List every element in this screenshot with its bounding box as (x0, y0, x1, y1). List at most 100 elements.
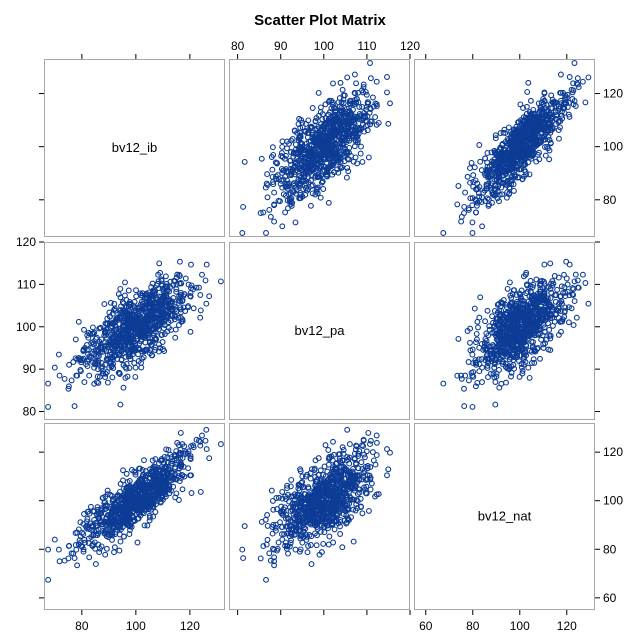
data-point (171, 316, 178, 323)
data-point (150, 338, 156, 345)
data-point (126, 531, 133, 538)
data-point (329, 171, 336, 178)
data-point (279, 223, 286, 230)
data-point (313, 186, 320, 193)
data-point (132, 471, 139, 478)
data-point (537, 355, 543, 362)
data-point (274, 160, 280, 167)
data-point (512, 327, 519, 334)
data-point (117, 285, 124, 292)
data-point (549, 322, 556, 329)
data-point (511, 365, 518, 372)
data-point (104, 321, 111, 327)
data-point (196, 437, 202, 444)
data-point (536, 134, 543, 141)
data-point (89, 330, 96, 337)
data-point (522, 271, 529, 278)
data-point (307, 202, 314, 209)
data-point (484, 185, 491, 192)
data-point (149, 306, 156, 313)
data-point (102, 503, 109, 510)
data-point (51, 536, 58, 543)
data-point (496, 384, 503, 391)
data-point (177, 429, 184, 436)
data-point (346, 121, 353, 128)
data-point (564, 288, 571, 295)
data-point (137, 327, 144, 334)
data-point (240, 203, 247, 210)
data-point (271, 189, 278, 196)
data-point (80, 548, 87, 555)
data-point (312, 117, 319, 124)
data-point (172, 465, 178, 472)
data-point (163, 288, 170, 295)
data-point (199, 432, 205, 439)
data-point (133, 287, 139, 294)
data-point (107, 491, 114, 498)
data-point (574, 81, 581, 88)
data-point (175, 442, 182, 449)
data-point (566, 261, 573, 268)
data-point (156, 473, 162, 480)
data-point (146, 492, 153, 499)
data-point (566, 74, 573, 80)
data-point (545, 346, 552, 353)
data-point (95, 541, 102, 548)
data-point (55, 351, 62, 358)
data-point (524, 282, 531, 289)
data-point (479, 364, 486, 371)
data-point (87, 503, 94, 510)
data-point (278, 165, 285, 172)
data-point (188, 261, 194, 268)
data-point (536, 116, 543, 123)
data-point (526, 171, 533, 178)
data-point (523, 352, 530, 359)
data-point (342, 131, 349, 138)
data-point (320, 124, 327, 130)
data-point (95, 366, 101, 373)
data-point (292, 168, 299, 175)
data-point (263, 180, 270, 187)
data-point (156, 341, 162, 348)
data-point (78, 359, 85, 366)
data-point (293, 190, 299, 197)
data-point (546, 147, 553, 154)
data-point (175, 297, 182, 304)
data-point (268, 487, 275, 494)
data-point (557, 103, 564, 110)
data-point (203, 446, 210, 453)
data-point (484, 150, 491, 156)
data-point (132, 347, 139, 354)
data-point (561, 309, 568, 316)
data-point (305, 155, 312, 162)
data-point (477, 158, 484, 165)
data-point (495, 338, 502, 345)
data-point (181, 443, 188, 450)
data-point (473, 361, 480, 368)
data-point (126, 500, 133, 507)
data-point (529, 319, 536, 326)
data-point (177, 298, 184, 305)
data-point (160, 477, 167, 484)
data-point (455, 335, 462, 342)
data-point (329, 99, 336, 106)
data-point (340, 446, 347, 453)
data-point (76, 356, 83, 363)
data-point (145, 334, 151, 341)
data-point (101, 506, 108, 513)
data-point (507, 323, 514, 330)
data-point (348, 111, 355, 118)
data-point (364, 99, 371, 106)
data-point (527, 332, 534, 338)
data-point (361, 128, 368, 135)
data-point (367, 121, 374, 128)
data-point (504, 315, 511, 322)
data-point (111, 305, 118, 312)
data-point (485, 355, 492, 362)
data-point (166, 303, 173, 310)
data-point (540, 121, 547, 127)
data-point (498, 307, 505, 314)
data-point (527, 283, 534, 290)
data-point (372, 461, 379, 468)
data-point (326, 142, 333, 149)
